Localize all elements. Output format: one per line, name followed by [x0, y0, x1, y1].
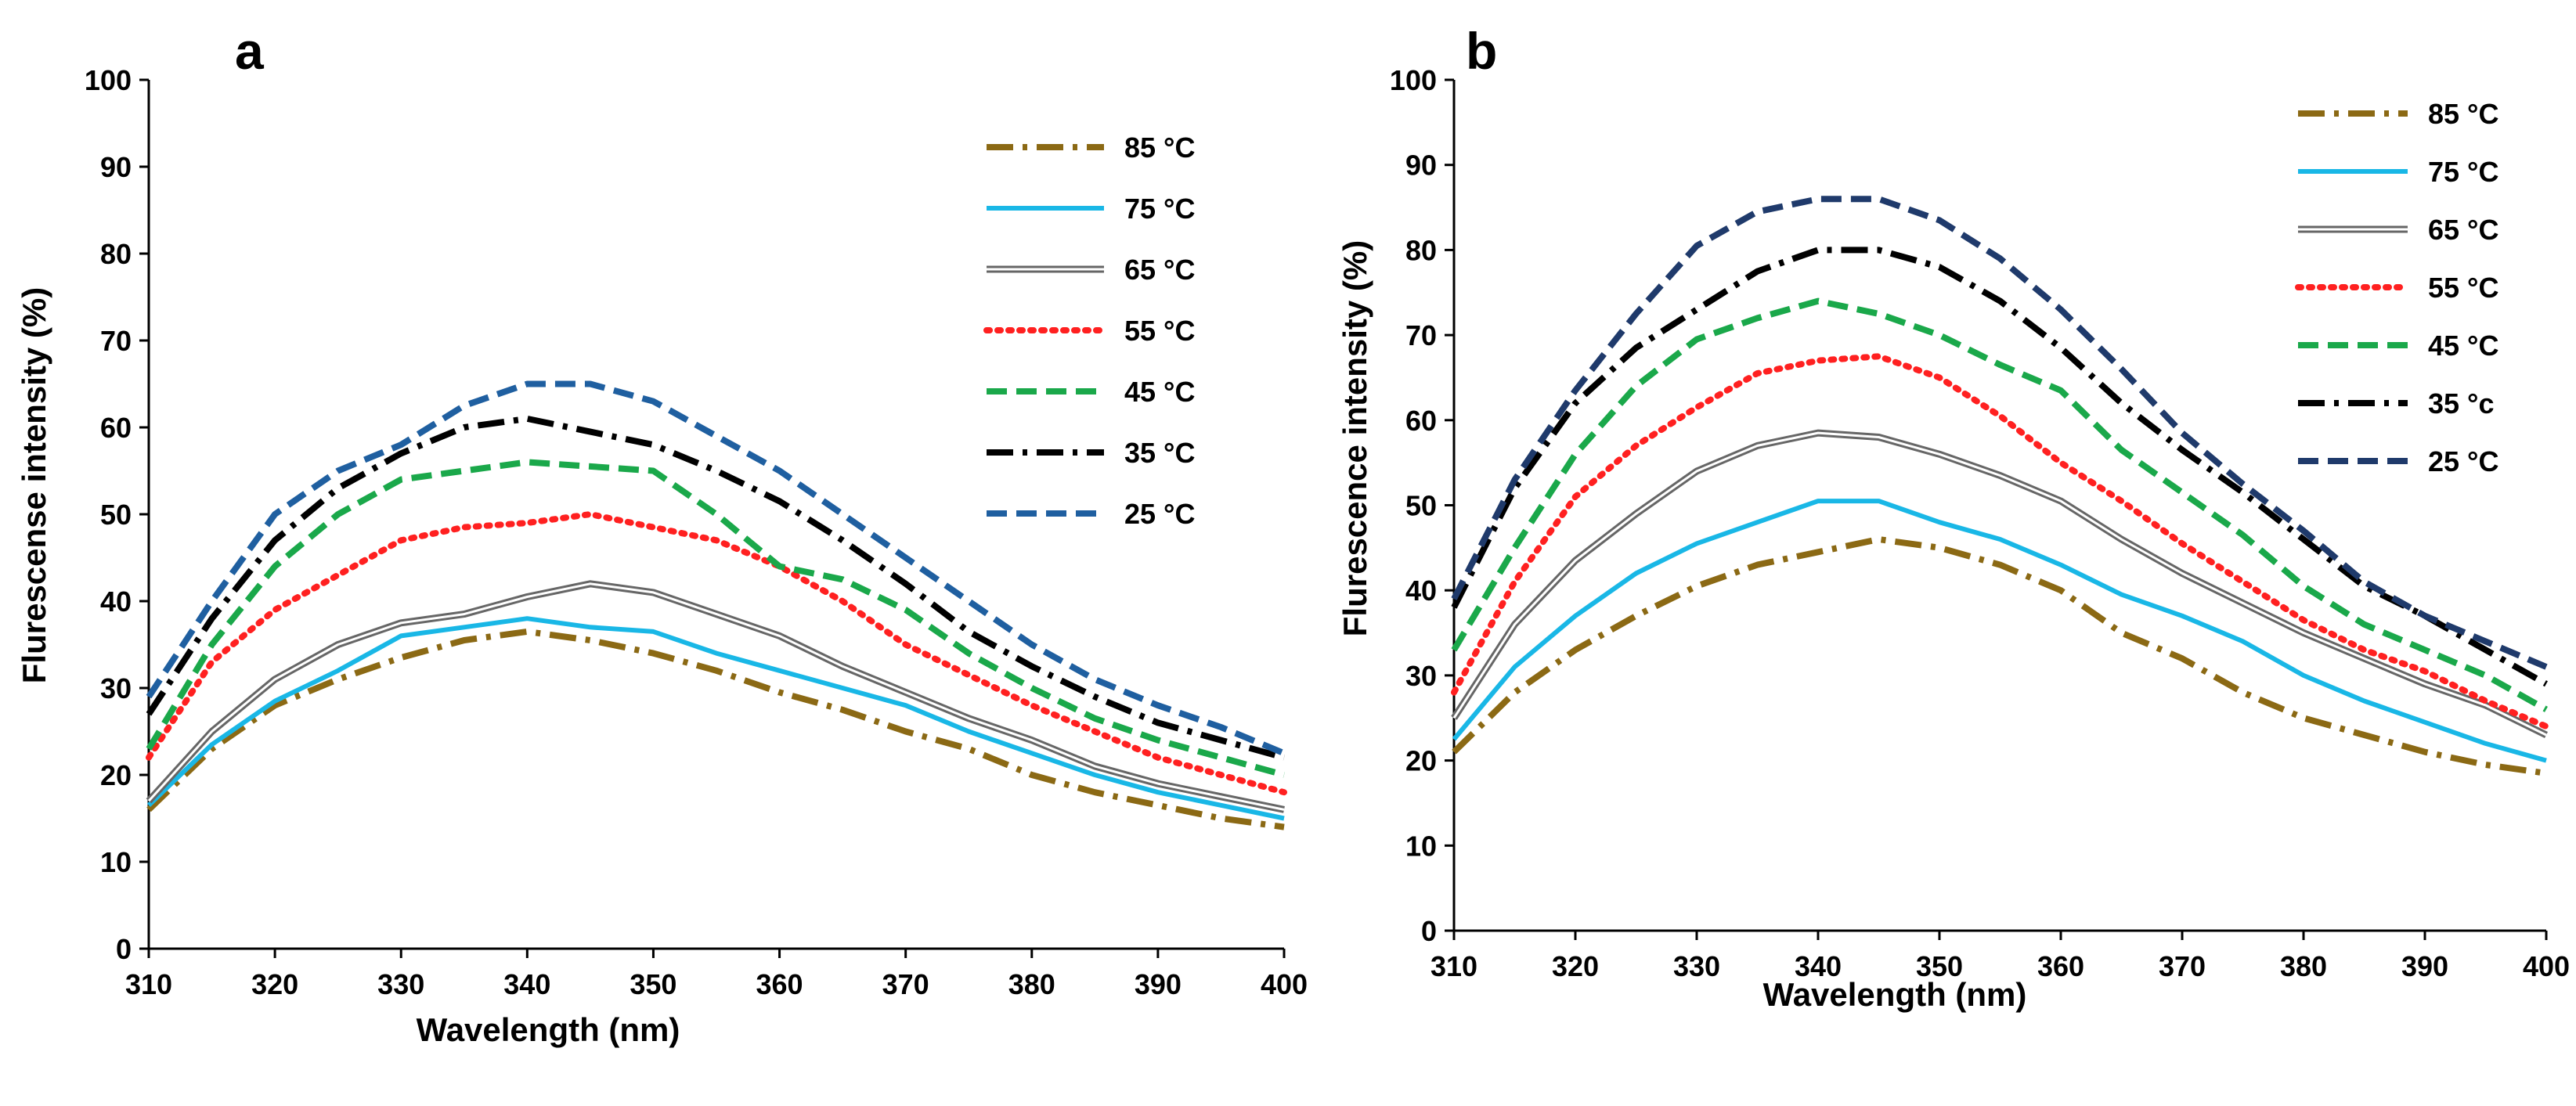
x-tick-label: 350 — [630, 968, 676, 1000]
x-tick-label: 320 — [251, 968, 298, 1000]
panel-label-a: a — [235, 22, 265, 80]
x-tick-label: 360 — [2037, 950, 2084, 982]
x-tick-label: 370 — [2159, 950, 2206, 982]
legend-label: 35 °C — [1124, 437, 1195, 469]
legend-label: 85 °C — [1124, 131, 1195, 164]
series-line-25-c — [1451, 196, 2548, 670]
x-tick-label: 370 — [882, 968, 929, 1000]
panel-label-b: b — [1466, 22, 1497, 80]
series-line-35-c — [1451, 247, 2548, 687]
x-tick-label: 400 — [1261, 968, 1308, 1000]
series-line-85-c — [146, 628, 1285, 830]
y-axis-title-b: Flurescence intensity (%) — [1337, 240, 1373, 636]
legend-label: 75 °C — [1124, 193, 1195, 225]
legend-label: 35 °c — [2428, 387, 2494, 420]
x-tick-label: 400 — [2523, 950, 2570, 982]
y-tick-label: 80 — [100, 238, 132, 270]
series-line-75-c — [1452, 499, 2547, 763]
y-tick-label: 90 — [100, 151, 132, 183]
axes-b: 0 10 20 30 40 50 60 70 80 90 100 310 320 330 340 350 360… — [1390, 64, 2570, 982]
y-tick-label: 30 — [1405, 660, 1437, 692]
x-tick-label: 340 — [1795, 950, 1842, 982]
series-line-65-c-inner — [1452, 431, 2547, 737]
x-tick-label: 390 — [2401, 950, 2448, 982]
legend-a: 85 °C 75 °C 65 °C 55 °C 45 °C 35 °C 25 °C — [983, 131, 1195, 530]
legend-label: 55 °C — [1124, 315, 1195, 347]
x-tick-label: 350 — [1916, 950, 1963, 982]
plot-area-a — [146, 380, 1287, 830]
y-tick-label: 100 — [1390, 64, 1437, 96]
y-tick-label: 70 — [100, 325, 132, 357]
y-tick-label: 20 — [1405, 745, 1437, 777]
y-tick-label: 70 — [1405, 319, 1437, 351]
y-tick-label: 80 — [1405, 234, 1437, 266]
y-tick-label: 90 — [1405, 150, 1437, 182]
x-tick-label: 310 — [1431, 950, 1477, 982]
x-tick-label: 310 — [125, 968, 172, 1000]
legend-b: 85 °C 75 °C 65 °C 55 °C 45 °C 35 °c 25 °C — [2295, 98, 2498, 477]
y-tick-label: 0 — [1421, 915, 1437, 947]
y-tick-label: 10 — [100, 846, 132, 878]
y-tick-label: 60 — [100, 412, 132, 444]
y-tick-label: 0 — [116, 933, 132, 965]
y-tick-label: 50 — [1405, 490, 1437, 522]
y-axis-title-a: Flurescense intensity (%) — [16, 287, 52, 683]
x-tick-label: 320 — [1552, 950, 1599, 982]
series-line-55-c — [146, 511, 1287, 796]
series-line-45-c — [1451, 297, 2548, 712]
y-tick-label: 20 — [100, 759, 132, 791]
series-line-35-c — [146, 415, 1286, 761]
x-tick-label: 390 — [1135, 968, 1182, 1000]
legend-label: 65 °C — [2428, 214, 2498, 246]
legend-label: 75 °C — [2428, 156, 2498, 188]
legend-label: 65 °C — [1124, 254, 1195, 286]
series-line-25-c — [146, 380, 1286, 756]
x-axis-title-b: Wavelength (nm) — [1763, 976, 2027, 1013]
x-tick-label: 340 — [503, 968, 550, 1000]
x-tick-label: 380 — [2280, 950, 2327, 982]
y-tick-label: 40 — [100, 585, 132, 618]
legend-label: 55 °C — [2428, 272, 2498, 304]
chart-panel-b: b Wavelength (nm) Flurescence intensity … — [1337, 22, 2570, 1013]
legend-label: 25 °C — [1124, 498, 1195, 530]
legend-label: 25 °C — [2428, 445, 2498, 477]
y-tick-label: 50 — [100, 499, 132, 531]
legend-label: 85 °C — [2428, 98, 2498, 130]
series-line-65-c-inner — [147, 582, 1285, 811]
y-tick-label: 60 — [1405, 405, 1437, 437]
series-line-55-c — [1451, 353, 2549, 730]
x-axis-title-a: Wavelength (nm) — [417, 1011, 680, 1048]
legend-label: 45 °C — [2428, 330, 2498, 362]
series-line-85-c — [1452, 536, 2547, 776]
y-tick-label: 100 — [85, 64, 132, 96]
chart-panel-a: a Wavelength (nm) Flurescense intensity … — [16, 22, 1308, 1048]
y-tick-label: 30 — [100, 672, 132, 704]
x-tick-label: 330 — [1673, 950, 1720, 982]
x-tick-label: 330 — [377, 968, 424, 1000]
axes-a: 0 10 20 30 40 50 60 70 80 90 100 310 320 330 340 350 360… — [85, 64, 1308, 1000]
series-line-45-c — [146, 459, 1286, 778]
y-tick-label: 40 — [1405, 575, 1437, 607]
series-line-75-c — [146, 616, 1285, 821]
plot-area-b — [1451, 196, 2549, 776]
x-tick-label: 380 — [1008, 968, 1055, 1000]
x-tick-label: 360 — [756, 968, 803, 1000]
y-tick-label: 10 — [1405, 830, 1437, 862]
legend-label: 45 °C — [1124, 376, 1195, 408]
